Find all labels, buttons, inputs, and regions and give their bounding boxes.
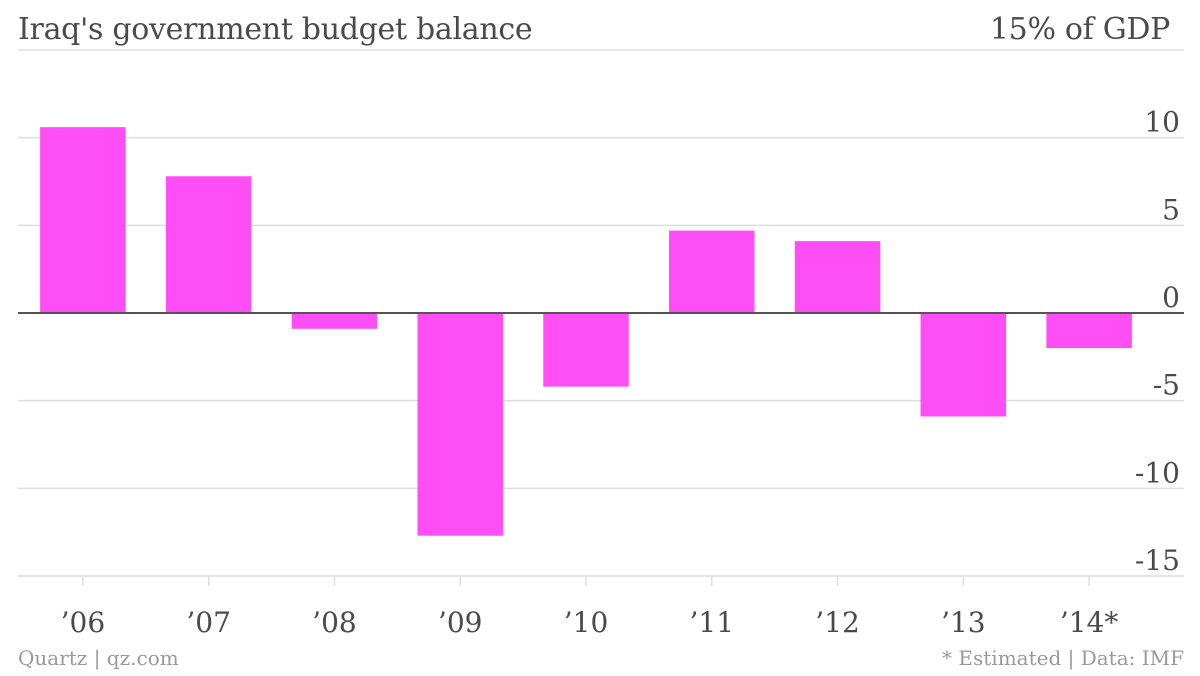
x-tick-label: ’08	[312, 606, 357, 639]
y-tick-label: 0	[1162, 281, 1180, 314]
bar	[40, 127, 126, 313]
y-tick-label: 10	[1144, 106, 1180, 139]
bar	[291, 313, 378, 329]
x-tick-label: ’12	[815, 606, 860, 639]
y-tick-label: -10	[1135, 456, 1180, 489]
credit-text: Quartz | qz.com	[18, 646, 179, 670]
chart-title: Iraq's government budget balance	[18, 12, 533, 47]
bars	[40, 127, 1132, 536]
x-tick-label: ’14*	[1060, 606, 1119, 639]
top-axis-label: 15% of GDP	[989, 12, 1170, 47]
y-tick-labels: 10 5 0 -5 -10 -15	[1135, 106, 1180, 577]
y-tick-label: -5	[1153, 369, 1180, 402]
bar	[920, 313, 1007, 417]
y-tick-label: -15	[1135, 544, 1180, 577]
x-tick-label: ’13	[941, 606, 986, 639]
bar	[1046, 313, 1132, 349]
bar	[669, 230, 755, 313]
bar	[417, 313, 503, 536]
y-tick-label: 5	[1162, 193, 1180, 226]
x-tick-label: ’09	[438, 606, 483, 639]
bar	[794, 241, 881, 313]
x-tick-labels: ’06 ’07 ’08 ’09 ’10 ’11 ’12 ’13 ’14*	[61, 576, 1119, 639]
x-tick-label: ’11	[690, 606, 735, 639]
bar	[165, 176, 252, 313]
x-tick-label: ’06	[61, 606, 106, 639]
bar	[543, 313, 629, 387]
source-note: * Estimated | Data: IMF	[942, 646, 1184, 670]
x-tick-label: ’07	[186, 606, 231, 639]
x-tick-label: ’10	[564, 606, 609, 639]
